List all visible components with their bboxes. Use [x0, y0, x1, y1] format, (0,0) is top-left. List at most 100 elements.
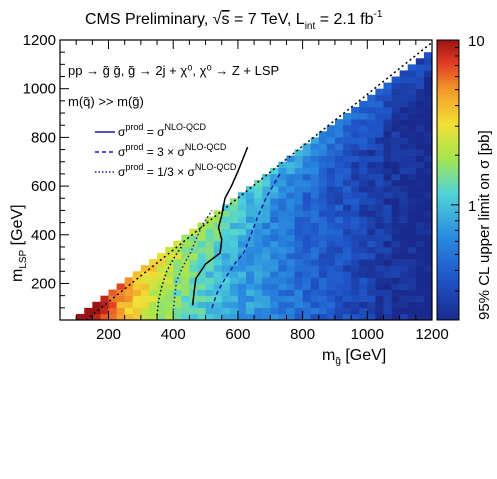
heatmap-cell [367, 100, 376, 108]
heatmap-cell [140, 313, 150, 320]
heatmap-cell [237, 301, 247, 309]
heatmap-cell [407, 186, 417, 193]
heatmap-cell [213, 222, 223, 229]
heatmap-cell [359, 240, 368, 248]
heatmap-cell [246, 192, 255, 199]
heatmap-cell [359, 161, 368, 169]
heatmap-cell [197, 289, 206, 296]
heatmap-cell [423, 100, 432, 108]
heatmap-cell [270, 222, 279, 229]
heatmap-cell [181, 246, 190, 254]
heatmap-cell [351, 271, 360, 278]
heatmap-cell [326, 180, 336, 187]
heatmap-cell [407, 253, 417, 260]
heatmap-cell [383, 186, 392, 193]
heatmap-cell [407, 167, 417, 175]
heatmap-cell [270, 253, 279, 260]
heatmap-cell [407, 204, 417, 211]
heatmap-cell [294, 253, 303, 260]
y-tick-label: 1200 [23, 32, 56, 49]
heatmap-cell [367, 167, 376, 175]
heatmap-cell [318, 259, 328, 266]
heatmap-cell [246, 283, 255, 290]
heatmap-cell [294, 173, 303, 181]
heatmap-cell [407, 301, 417, 309]
heatmap-cell [407, 125, 417, 132]
heatmap-cell [383, 283, 392, 290]
heatmap-cell [351, 240, 360, 248]
heatmap-cell [278, 204, 287, 211]
heatmap-cell [189, 271, 198, 278]
heatmap-cell [237, 234, 247, 242]
heatmap-cell [278, 295, 287, 303]
heatmap-cell [391, 143, 400, 150]
heatmap-cell [262, 180, 271, 187]
heatmap-cell [237, 265, 247, 272]
heatmap-cell [229, 283, 239, 290]
heatmap-cell [334, 204, 344, 211]
heatmap-cell [423, 234, 432, 242]
heatmap-cell [229, 222, 239, 229]
heatmap-cell [165, 271, 174, 278]
heatmap-cell [383, 240, 392, 248]
heatmap-cell [310, 246, 320, 254]
heatmap-cell [367, 253, 376, 260]
heatmap-cell [407, 161, 417, 169]
heatmap-cell [278, 246, 287, 254]
heatmap-cell [415, 301, 425, 309]
heatmap-cell [375, 271, 384, 278]
heatmap-cell [326, 240, 336, 248]
heatmap-cell [302, 192, 311, 199]
heatmap-cell [367, 240, 376, 248]
heatmap-cell [221, 240, 231, 248]
heatmap-cell [334, 143, 344, 150]
heatmap-cell [165, 301, 174, 309]
heatmap-cell [415, 100, 425, 108]
heatmap-cell [237, 222, 247, 229]
heatmap-cell [262, 198, 271, 205]
heatmap-cell [132, 271, 142, 278]
heatmap-cell [229, 240, 239, 248]
legend-label-dashed: σprod = 3 × σNLO-QCD [118, 142, 227, 159]
heatmap-cell [165, 295, 174, 303]
heatmap-cell [140, 265, 150, 272]
heatmap-cell [132, 313, 142, 320]
heatmap-cell [351, 155, 360, 163]
heatmap-cell [351, 204, 360, 211]
heatmap-cell [351, 259, 360, 266]
heatmap-cell [343, 137, 352, 144]
heatmap-cell [181, 259, 190, 266]
heatmap-cell [286, 289, 295, 296]
heatmap-cell [367, 186, 376, 193]
heatmap-cell [229, 313, 239, 320]
heatmap-cell [108, 313, 117, 320]
heatmap-cell [367, 259, 376, 266]
heatmap-cell [262, 259, 271, 266]
heatmap-cell [423, 155, 432, 163]
heatmap-cell [310, 283, 320, 290]
heatmap-cell [359, 100, 368, 108]
heatmap-cell [399, 149, 409, 156]
heatmap-cell [229, 307, 239, 315]
heatmap-cell [213, 271, 223, 278]
heatmap-cell [262, 204, 271, 211]
heatmap-cell [334, 283, 344, 290]
heatmap-cell [221, 253, 231, 260]
heatmap-cell [343, 313, 352, 320]
heatmap-cell [278, 228, 287, 236]
heatmap-cell [399, 204, 409, 211]
heatmap-cell [415, 198, 425, 205]
heatmap-cell [343, 155, 352, 163]
heatmap-cell [391, 222, 400, 229]
heatmap-cell [286, 173, 295, 181]
heatmap-cell [246, 301, 255, 309]
heatmap-cell [140, 277, 150, 284]
heatmap-cell [391, 246, 400, 254]
heatmap-cell [375, 295, 384, 303]
heatmap-cell [237, 210, 247, 217]
heatmap-cell [262, 186, 271, 193]
heatmap-cell [286, 240, 295, 248]
heatmap-cell [221, 301, 231, 309]
heatmap-cell [423, 119, 432, 126]
heatmap-cell [237, 228, 247, 236]
